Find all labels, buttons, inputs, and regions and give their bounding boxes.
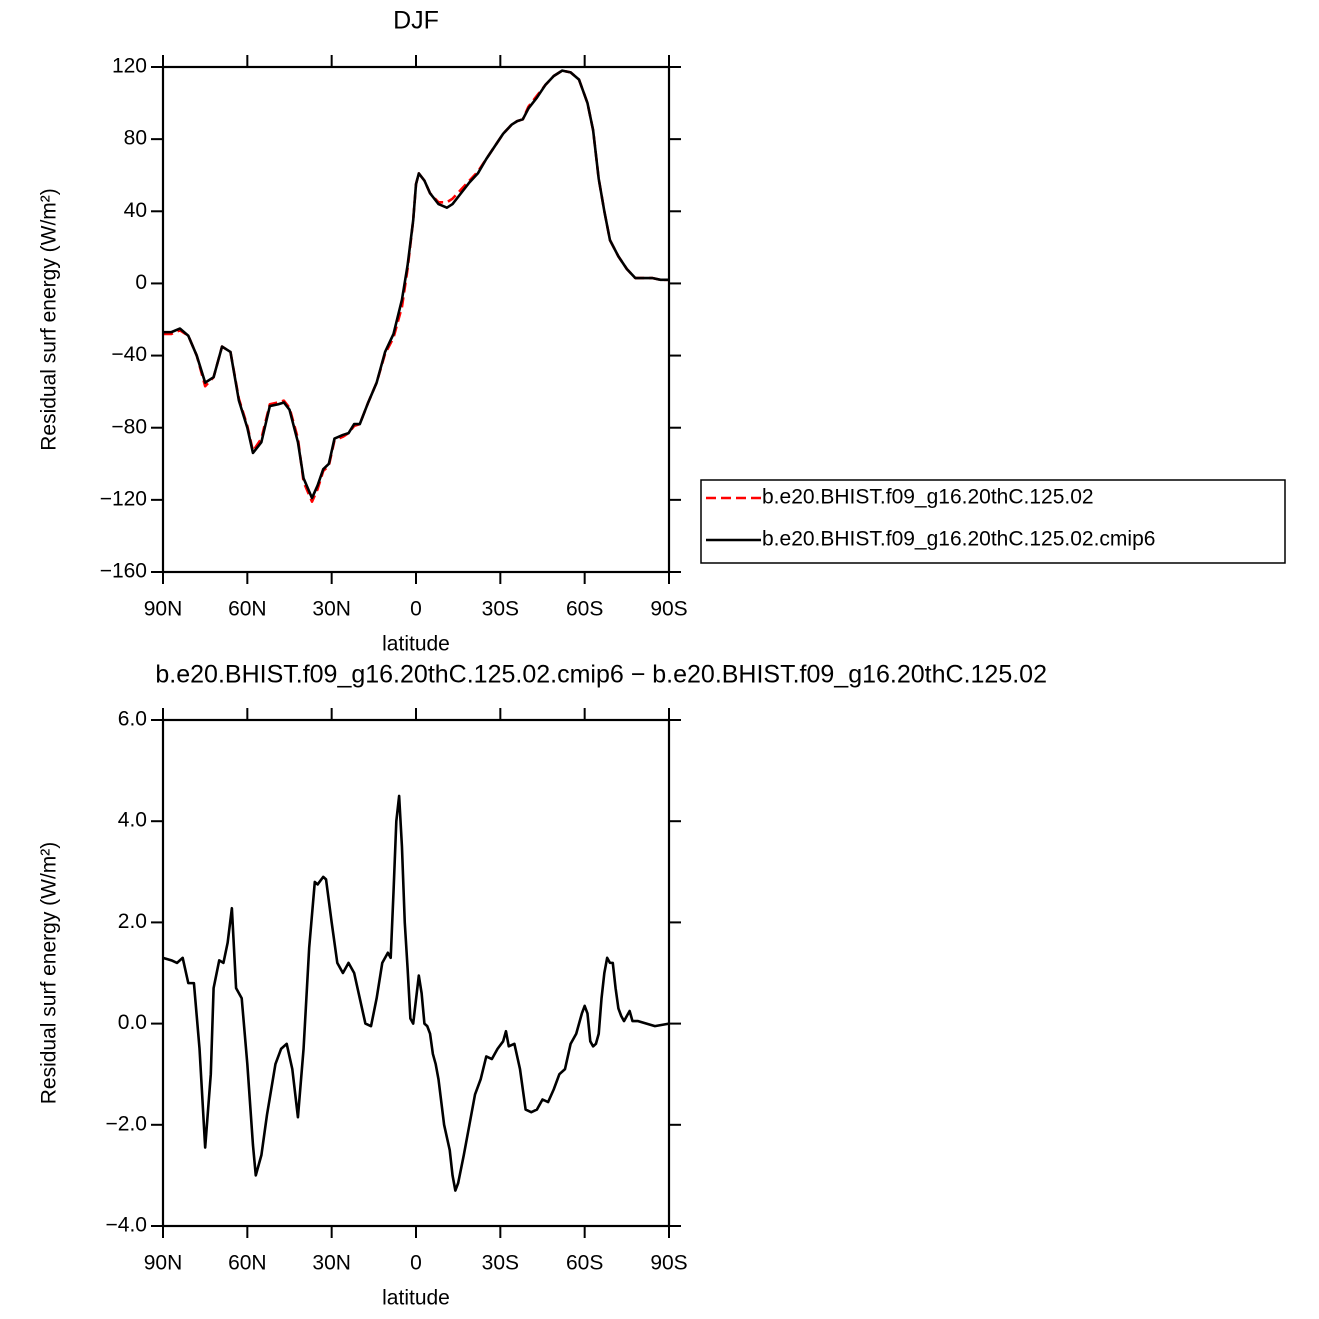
y-tick-label: 6.0 — [118, 708, 147, 731]
x-axis-title: latitude — [382, 633, 450, 656]
x-tick-label: 0 — [410, 1252, 422, 1275]
x-tick-label: 30N — [312, 1252, 351, 1275]
x-tick-label: 90N — [144, 598, 183, 621]
x-tick-label: 90S — [650, 598, 687, 621]
data-line — [163, 69, 669, 500]
x-tick-label: 30N — [312, 598, 351, 621]
y-axis-title: Residual surf energy (W/m²) — [38, 842, 61, 1105]
x-tick-label: 90N — [144, 1252, 183, 1275]
chart-title: b.e20.BHIST.f09_g16.20thC.125.02.cmip6 −… — [155, 661, 1047, 689]
x-tick-label: 60S — [566, 1252, 603, 1275]
x-axis-title: latitude — [382, 1287, 450, 1310]
chart-title: DJF — [393, 7, 439, 35]
y-tick-label: −4.0 — [106, 1214, 147, 1237]
x-tick-label: 60N — [228, 1252, 267, 1275]
legend-label: b.e20.BHIST.f09_g16.20thC.125.02 — [762, 486, 1094, 509]
x-tick-label: 30S — [482, 598, 519, 621]
x-tick-label: 60N — [228, 598, 267, 621]
legend-box — [700, 479, 1286, 564]
plot-frame — [161, 65, 671, 574]
y-axis-title: Residual surf energy (W/m²) — [38, 188, 61, 451]
y-tick-label: −40 — [111, 343, 147, 366]
legend-label: b.e20.BHIST.f09_g16.20thC.125.02.cmip6 — [762, 528, 1155, 551]
y-tick-label: 0.0 — [118, 1011, 147, 1034]
plot-frame — [161, 718, 671, 1228]
y-tick-label: −80 — [111, 415, 147, 438]
x-tick-label: 0 — [410, 598, 422, 621]
y-tick-label: 4.0 — [118, 809, 147, 832]
y-tick-label: −120 — [100, 487, 147, 510]
y-tick-label: −160 — [100, 560, 147, 583]
x-tick-label: 90S — [650, 1252, 687, 1275]
data-line — [162, 794, 670, 1192]
y-tick-label: −2.0 — [106, 1112, 147, 1135]
y-tick-label: 0 — [135, 271, 147, 294]
y-tick-label: 80 — [124, 127, 147, 150]
y-tick-label: 2.0 — [118, 910, 147, 933]
y-tick-label: 40 — [124, 199, 147, 222]
x-tick-label: 30S — [482, 1252, 519, 1275]
x-tick-label: 60S — [566, 598, 603, 621]
y-tick-label: 120 — [112, 55, 147, 78]
